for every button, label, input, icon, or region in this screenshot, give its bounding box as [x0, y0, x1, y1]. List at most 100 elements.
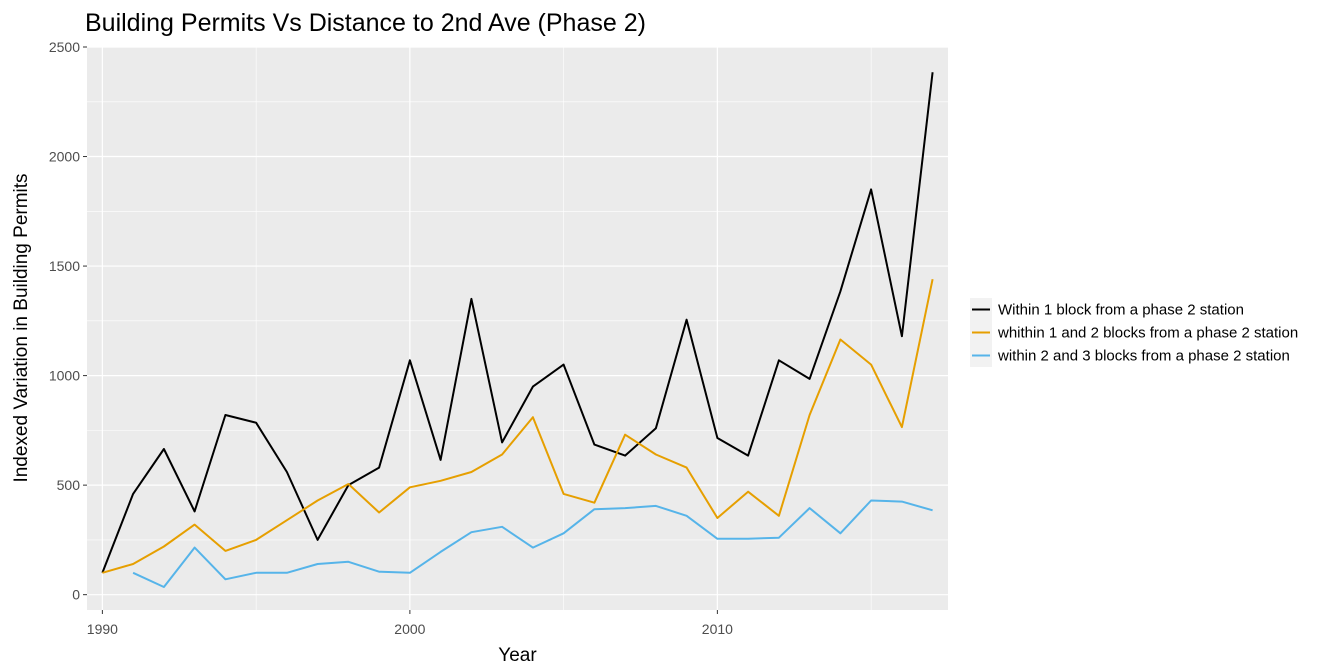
data-point — [838, 337, 842, 341]
data-point — [531, 415, 535, 419]
data-point — [408, 485, 412, 489]
data-point — [808, 377, 812, 381]
legend-label: Within 1 block from a phase 2 station — [998, 302, 1244, 319]
data-point — [685, 466, 689, 470]
data-point — [592, 443, 596, 447]
data-point — [439, 479, 443, 483]
data-point — [377, 466, 381, 470]
data-point — [715, 516, 719, 520]
data-point — [346, 482, 350, 486]
data-point — [900, 500, 904, 504]
data-point — [685, 318, 689, 322]
data-point — [500, 440, 504, 444]
data-point — [439, 458, 443, 462]
legend-label: whithin 1 and 2 blocks from a phase 2 st… — [997, 325, 1298, 342]
data-point — [131, 571, 135, 575]
x-axis-title: Year — [498, 645, 537, 666]
data-point — [931, 277, 935, 281]
data-point — [562, 363, 566, 367]
x-tick-label: 1990 — [87, 621, 118, 637]
data-point — [500, 525, 504, 529]
data-point — [777, 536, 781, 540]
data-point — [715, 537, 719, 541]
data-point — [193, 523, 197, 527]
data-point — [931, 508, 935, 512]
data-point — [316, 498, 320, 502]
data-point — [254, 538, 258, 542]
legend: Within 1 block from a phase 2 station whi… — [970, 298, 1298, 367]
data-point — [715, 436, 719, 440]
data-point — [900, 334, 904, 338]
data-point — [685, 514, 689, 518]
data-point — [838, 531, 842, 535]
data-point — [223, 577, 227, 581]
data-point — [162, 544, 166, 548]
y-tick-label: 1000 — [49, 368, 80, 384]
legend-label: within 2 and 3 blocks from a phase 2 sta… — [997, 348, 1290, 365]
data-point — [654, 426, 658, 430]
data-point — [346, 560, 350, 564]
data-point — [623, 433, 627, 437]
series-line-2 — [102, 278, 934, 574]
x-tick-label: 2000 — [394, 621, 425, 637]
data-point — [316, 538, 320, 542]
series-line-1 — [101, 72, 934, 574]
data-point — [408, 358, 412, 362]
data-point — [193, 546, 197, 550]
data-point — [900, 425, 904, 429]
y-axis-title: Indexed Variation in Building Permits — [11, 173, 32, 482]
data-point — [131, 492, 135, 496]
data-point — [377, 570, 381, 574]
data-point — [592, 501, 596, 505]
data-point — [316, 562, 320, 566]
series-lines — [100, 72, 935, 589]
chart-title: Building Permits Vs Distance to 2nd Ave … — [85, 9, 646, 37]
x-tick-label: 2010 — [702, 621, 733, 637]
data-point — [193, 509, 197, 513]
data-point — [285, 518, 289, 522]
data-point — [838, 289, 842, 293]
data-point — [654, 504, 658, 508]
data-point — [623, 506, 627, 510]
data-point — [531, 546, 535, 550]
data-point — [592, 507, 596, 511]
data-point — [654, 452, 658, 456]
data-point — [131, 562, 135, 566]
data-point — [746, 537, 750, 541]
plot-panel — [87, 47, 948, 610]
y-tick-label: 1500 — [49, 258, 80, 274]
data-point — [162, 447, 166, 451]
data-point — [285, 470, 289, 474]
data-point — [500, 452, 504, 456]
data-point — [377, 511, 381, 515]
data-point — [746, 490, 750, 494]
data-point — [100, 571, 104, 575]
data-point — [162, 585, 166, 589]
data-point — [469, 470, 473, 474]
data-point — [869, 498, 873, 502]
data-point — [531, 385, 535, 389]
data-point — [469, 297, 473, 301]
major-gridlines — [87, 46, 948, 610]
y-tick-label: 500 — [57, 477, 81, 493]
y-axis-ticks: 0 500 1000 1500 2000 2500 — [49, 39, 87, 603]
y-tick-label: 2000 — [49, 149, 80, 165]
data-point — [869, 187, 873, 191]
data-point — [808, 506, 812, 510]
minor-gridlines — [87, 47, 948, 610]
y-tick-label: 2500 — [49, 39, 80, 55]
data-point — [439, 550, 443, 554]
data-point — [469, 530, 473, 534]
data-point — [746, 454, 750, 458]
data-point — [777, 358, 781, 362]
data-point — [869, 363, 873, 367]
data-point — [223, 413, 227, 417]
x-axis-ticks: 1990 2000 2010 — [87, 610, 733, 637]
series-line-3 — [132, 499, 933, 588]
data-point — [562, 492, 566, 496]
data-point — [562, 531, 566, 535]
data-point — [254, 571, 258, 575]
data-point — [223, 549, 227, 553]
